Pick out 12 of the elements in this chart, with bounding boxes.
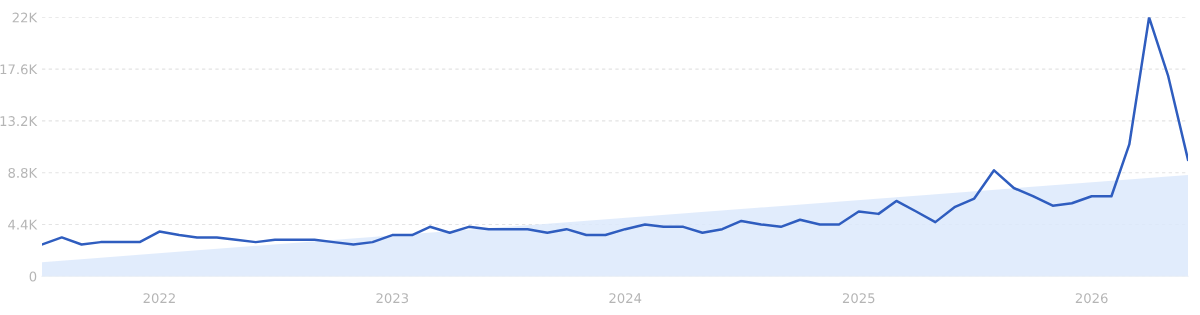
line-series	[42, 17, 1188, 246]
y-tick-label: 0	[29, 271, 37, 282]
x-tick-label: 2022	[143, 293, 175, 304]
x-tick-label: 2023	[376, 293, 409, 304]
x-tick-label: 2025	[842, 293, 875, 304]
y-tick-label: 8.8K	[8, 167, 38, 178]
y-tick-label: 22K	[12, 12, 38, 23]
x-tick-label: 2024	[609, 293, 642, 304]
y-tick-label: 13.2K	[0, 116, 38, 127]
y-tick-label: 4.4K	[8, 219, 38, 230]
x-tick-label: 2026	[1075, 293, 1108, 304]
y-tick-label: 17.6K	[0, 64, 38, 75]
